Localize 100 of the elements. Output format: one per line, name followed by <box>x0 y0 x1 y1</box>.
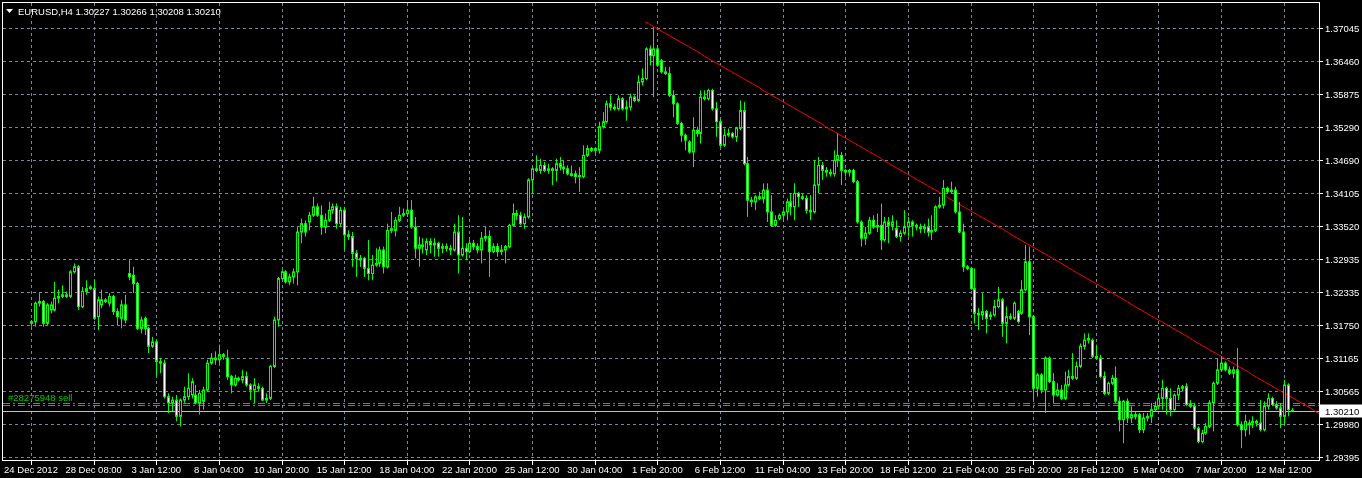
candlestick <box>692 116 695 168</box>
x-tick-label: 1 Feb 20:00 <box>632 464 683 475</box>
candlestick <box>1142 412 1145 434</box>
candlestick <box>1169 387 1172 417</box>
candlestick <box>793 182 796 221</box>
x-tick-label: 11 Feb 04:00 <box>755 464 811 475</box>
candlestick <box>120 299 123 329</box>
x-tick-label: 25 Feb 20:00 <box>1005 464 1062 475</box>
candlestick <box>786 197 789 221</box>
x-tick-label: 13 Feb 20:00 <box>817 464 874 475</box>
candlestick <box>555 158 558 183</box>
candlestick <box>351 231 354 268</box>
candlestick <box>1165 386 1168 416</box>
candlestick <box>605 99 608 124</box>
candlestick <box>887 216 890 244</box>
candlestick <box>378 246 381 268</box>
y-tick-label: 1.33520 <box>1325 221 1360 232</box>
candlestick <box>367 239 370 281</box>
candlestick <box>488 229 491 278</box>
y-tick-label: 1.31750 <box>1325 320 1360 331</box>
candlestick <box>461 216 464 258</box>
candlestick <box>652 26 655 98</box>
y-tick-label: 1.31165 <box>1325 353 1359 364</box>
candlestick <box>903 209 906 236</box>
y-tick-label: 1.35875 <box>1325 89 1360 100</box>
x-tick-label: 18 Jan 04:00 <box>379 464 435 475</box>
candlestick <box>1185 382 1188 407</box>
candlestick <box>985 309 988 334</box>
line-series <box>645 21 1319 415</box>
x-tick-label: 12 Mar 12:00 <box>1255 464 1312 475</box>
x-tick-label: 24 Dec 2012 <box>4 464 58 475</box>
x-tick-label: 7 Mar 20:00 <box>1195 464 1247 475</box>
y-tick-label: 1.32935 <box>1325 254 1360 265</box>
candlestick <box>1138 412 1141 434</box>
candlestick <box>320 204 323 236</box>
candlestick <box>805 194 808 215</box>
candlestick <box>218 344 221 364</box>
candlestick <box>42 299 45 328</box>
candlestick <box>371 254 374 281</box>
x-tick-label: 3 Jan 12:00 <box>131 464 182 475</box>
ref-line-label: #28275948 sell <box>8 391 73 403</box>
candlestick <box>155 339 158 378</box>
candlestick <box>598 121 601 155</box>
candlestick <box>1263 400 1266 432</box>
x-tick-label: 21 Feb 04:00 <box>942 464 999 475</box>
y-tick-label: 1.29980 <box>1325 419 1360 430</box>
candlestick <box>457 214 460 274</box>
y-tick-label: 1.35290 <box>1325 122 1360 133</box>
y-tick-label: 1.34690 <box>1325 155 1360 166</box>
candlestick <box>324 213 327 234</box>
candlestick <box>1161 379 1164 411</box>
x-tick-label: 10 Jan 20:00 <box>254 464 310 475</box>
y-tick-label: 1.34105 <box>1325 188 1360 199</box>
candlestick <box>1126 397 1129 424</box>
candlestick <box>880 203 883 251</box>
candlestick <box>46 302 49 326</box>
candlestick <box>1244 414 1247 437</box>
candlestick <box>766 182 769 223</box>
candlestick <box>34 301 37 328</box>
candlestick <box>253 377 256 404</box>
ref-line-label: 1.30210 <box>1325 406 1360 417</box>
candlestick <box>187 372 190 401</box>
candlestick <box>175 394 178 422</box>
candlestick <box>480 231 483 264</box>
x-tick-label: 5 Mar 04:00 <box>1133 464 1184 475</box>
x-tick-label: 6 Feb 12:00 <box>694 464 746 475</box>
candlestick <box>942 179 945 210</box>
y-tick-label: 1.36460 <box>1325 56 1360 67</box>
candlestick <box>907 216 910 238</box>
candlestick <box>1122 399 1125 444</box>
y-tick-label: 1.29395 <box>1325 452 1360 463</box>
candlestick <box>1259 399 1262 432</box>
candlestick <box>179 397 182 427</box>
candlestick <box>981 292 984 321</box>
candlestick <box>112 294 115 316</box>
x-tick-label: 18 Feb 12:00 <box>879 464 936 475</box>
candlestick <box>1001 297 1004 338</box>
candlestick <box>840 151 843 186</box>
y-tick-label: 1.32335 <box>1325 287 1360 298</box>
candlestick <box>128 259 131 281</box>
candlestick <box>124 294 127 324</box>
candlestick <box>453 223 456 253</box>
candlestick <box>637 74 640 103</box>
x-tick-label: 28 Dec 08:00 <box>65 464 122 475</box>
candlestick <box>934 204 937 233</box>
candlestick <box>582 144 585 179</box>
x-tick-label: 30 Jan 04:00 <box>567 464 623 475</box>
candlestick <box>1091 337 1094 359</box>
candlestick <box>1150 402 1153 424</box>
chart-title: EURUSD,H4 1.30227 1.30266 1.30208 1.30210 <box>18 5 221 17</box>
y-tick-label: 1.30565 <box>1325 386 1360 397</box>
x-tick-label: 15 Jan 12:00 <box>316 464 372 475</box>
candlestick <box>198 389 201 416</box>
candlestick <box>789 192 792 216</box>
candlestick <box>1013 301 1016 321</box>
y-tick-label: 1.37045 <box>1325 23 1360 34</box>
x-tick-label: 22 Jan 20:00 <box>442 464 497 475</box>
candlestick <box>394 216 397 238</box>
candlestick <box>363 256 366 278</box>
candlestick <box>433 237 436 258</box>
